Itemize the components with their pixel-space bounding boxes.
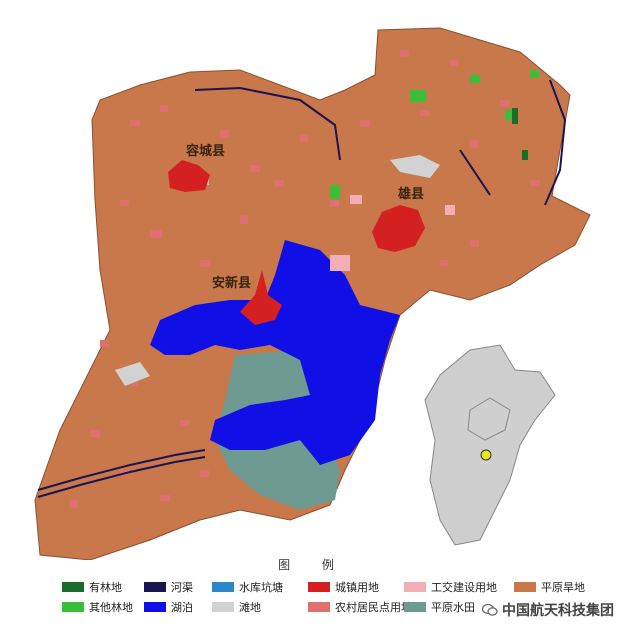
- legend-item-pingyuanhan: 平原旱地: [514, 579, 585, 594]
- legend-item-chengzhen: 城镇用地: [308, 579, 379, 594]
- legend-label: 有林地: [89, 580, 122, 594]
- legend-swatch: [404, 601, 426, 612]
- legend-label: 平原水田: [431, 600, 475, 614]
- legend-swatch: [144, 581, 166, 592]
- urban-anxin: [240, 270, 282, 325]
- lake: [150, 240, 400, 465]
- urban-rongcheng: [168, 160, 210, 192]
- legend-item-youlin: 有林地: [62, 579, 122, 594]
- wechat-icon: [482, 603, 498, 616]
- legend-label: 河渠: [171, 580, 193, 594]
- legend: 有林地 河渠 水库坑塘 城镇用地 工交建设用地 平原旱地 其他林地 湖泊 滩地 …: [62, 579, 622, 619]
- legend-swatch: [212, 601, 234, 612]
- legend-swatch: [62, 601, 84, 612]
- legend-label: 农村居民点用地: [335, 600, 412, 614]
- watermark: 中国航天科技集团: [476, 598, 620, 622]
- other-forest: [330, 70, 539, 199]
- legend-item-nongcun: 农村居民点用地: [308, 599, 412, 614]
- legend-item-hequ: 河渠: [144, 579, 193, 594]
- legend-item-hupo: 湖泊: [144, 599, 193, 614]
- legend-label: 水库坑塘: [239, 580, 283, 594]
- legend-label: 工交建设用地: [431, 580, 497, 594]
- forest: [512, 108, 528, 160]
- legend-item-qitalin: 其他林地: [62, 599, 133, 614]
- legend-swatch: [308, 601, 330, 612]
- inset-marker: [480, 449, 492, 461]
- legend-swatch: [62, 581, 84, 592]
- legend-swatch: [404, 581, 426, 592]
- label-xiongxian: 雄县: [397, 186, 424, 202]
- legend-label: 滩地: [239, 600, 261, 614]
- flat-lands: [115, 155, 440, 386]
- legend-swatch: [308, 581, 330, 592]
- legend-label: 城镇用地: [335, 580, 379, 594]
- legend-swatch: [212, 581, 234, 592]
- legend-label: 其他林地: [89, 600, 133, 614]
- legend-swatch: [144, 601, 166, 612]
- legend-title: 图 例: [278, 558, 348, 572]
- legend-label: 平原旱地: [541, 580, 585, 594]
- label-rongcheng: 容城县: [185, 143, 225, 159]
- inset-region: [467, 397, 511, 441]
- inset-map: [424, 344, 556, 546]
- canals: [37, 79, 567, 498]
- legend-label: 湖泊: [171, 600, 193, 614]
- legend-item-tandi: 滩地: [212, 599, 261, 614]
- watermark-text: 中国航天科技集团: [502, 603, 614, 619]
- legend-swatch: [514, 581, 536, 592]
- legend-item-pingyuanshui: 平原水田: [404, 599, 475, 614]
- legend-item-shuiku: 水库坑塘: [212, 579, 283, 594]
- inset-outline: [424, 344, 556, 546]
- urban-xiongxian: [372, 205, 425, 252]
- label-anxin: 安新县: [212, 275, 251, 291]
- legend-item-gongjiao: 工交建设用地: [404, 579, 497, 594]
- land-use-map: 容城县 雄县 安新县: [34, 27, 591, 560]
